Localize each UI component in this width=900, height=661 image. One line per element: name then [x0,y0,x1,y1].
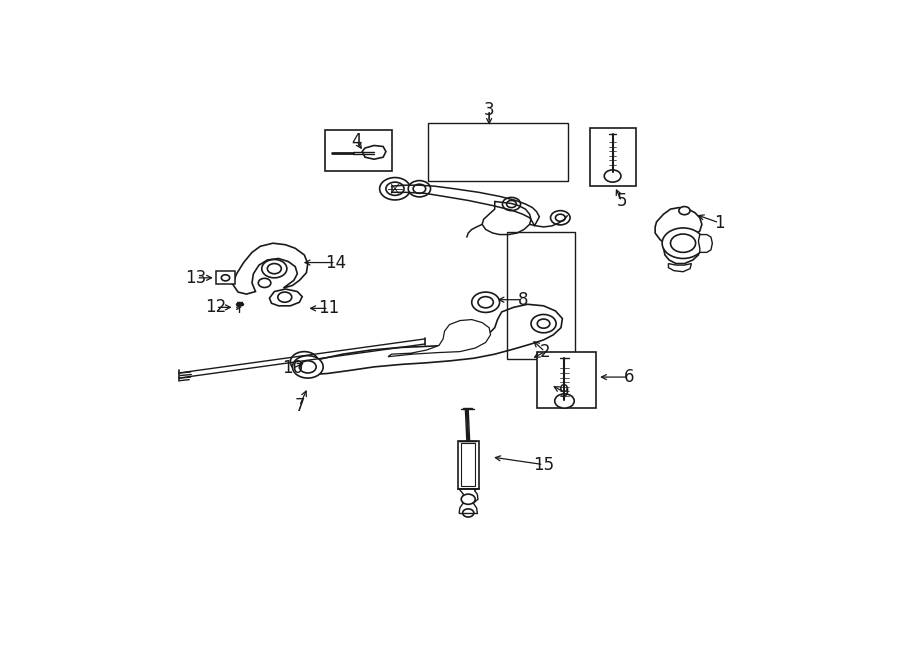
Circle shape [409,180,430,197]
Circle shape [300,361,316,373]
Circle shape [463,509,473,517]
Polygon shape [669,264,691,272]
Polygon shape [269,289,302,306]
Text: 13: 13 [185,269,207,287]
Circle shape [662,228,704,258]
Text: 4: 4 [351,132,362,151]
Polygon shape [302,304,562,375]
Text: 14: 14 [325,254,346,272]
Bar [325,130,392,171]
Circle shape [551,211,570,225]
Circle shape [472,292,500,313]
Circle shape [291,352,319,372]
Circle shape [502,198,520,211]
Circle shape [537,319,550,329]
Text: 2: 2 [540,342,550,361]
Circle shape [461,494,475,504]
Bar [461,444,475,486]
Circle shape [297,357,311,367]
Text: 3: 3 [484,101,494,119]
Text: 1: 1 [714,214,724,232]
Text: 6: 6 [624,368,634,386]
Bar [428,122,568,181]
Circle shape [507,200,517,208]
Bar [507,232,575,360]
Circle shape [380,178,410,200]
Text: 12: 12 [205,298,227,317]
Text: 11: 11 [318,299,339,317]
Circle shape [292,356,323,378]
Bar [536,352,596,408]
Polygon shape [362,145,386,159]
Circle shape [555,214,565,221]
Circle shape [554,394,574,408]
Bar [590,128,635,186]
Circle shape [531,315,556,332]
Circle shape [478,297,493,308]
Text: 10: 10 [282,360,303,377]
Text: 8: 8 [518,291,528,309]
Polygon shape [698,235,713,253]
Polygon shape [232,243,308,294]
Circle shape [604,170,621,182]
Bar [216,271,235,284]
Text: 7: 7 [294,397,305,415]
Text: 5: 5 [616,192,627,210]
Circle shape [679,207,690,215]
Text: 15: 15 [533,455,554,474]
Circle shape [413,184,426,193]
Circle shape [670,234,696,253]
Polygon shape [655,208,702,264]
Polygon shape [459,489,478,503]
Polygon shape [388,319,490,357]
Text: 9: 9 [559,383,570,401]
Bar [458,441,479,489]
Circle shape [386,182,404,196]
